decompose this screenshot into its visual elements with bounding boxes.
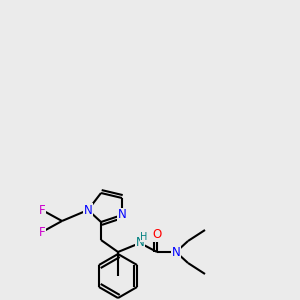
Text: F: F [39, 203, 45, 217]
Text: N: N [172, 245, 180, 259]
Text: F: F [39, 226, 45, 238]
Text: H: H [140, 232, 148, 242]
Text: O: O [152, 229, 162, 242]
Text: N: N [118, 208, 126, 221]
Text: N: N [136, 236, 144, 250]
Text: N: N [84, 203, 92, 217]
